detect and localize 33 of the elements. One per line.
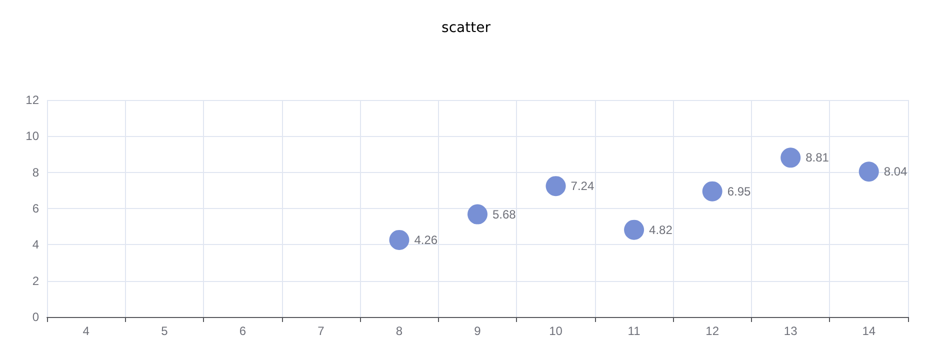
- y-tick-label: 8: [32, 165, 40, 180]
- data-label: 5.68: [492, 207, 516, 222]
- x-tick-label: 7: [318, 324, 325, 338]
- point: [546, 176, 566, 196]
- x-tick-label: 12: [706, 324, 720, 338]
- x-tick-label: 6: [239, 324, 246, 338]
- x-tick-label: 13: [784, 324, 798, 338]
- point: [389, 230, 410, 250]
- x-tick-label: 5: [161, 324, 168, 338]
- data-label: 7.24: [570, 179, 594, 194]
- chart-title: scatter: [442, 20, 491, 36]
- data-label: 8.81: [806, 150, 830, 165]
- x-tick-label: 11: [628, 324, 641, 338]
- data-label: 4.82: [649, 222, 673, 237]
- data-label: 8.04: [884, 164, 908, 179]
- y-tick-label: 0: [32, 310, 40, 324]
- x-tick-label: 14: [862, 324, 876, 338]
- x-tick-label: 10: [549, 324, 563, 338]
- y-tick-label: 4: [32, 238, 40, 252]
- y-tick-label: 12: [26, 93, 40, 107]
- point: [858, 162, 879, 182]
- y-tick-label: 2: [32, 274, 40, 288]
- x-tick-label: 9: [474, 324, 482, 338]
- data-label: 4.26: [414, 232, 438, 247]
- x-tick-label: 8: [396, 324, 403, 338]
- y-tick-label: 6: [32, 202, 40, 216]
- point: [702, 181, 722, 202]
- point: [468, 204, 488, 224]
- x-tick-label: 4: [82, 324, 90, 338]
- y-tick-label: 10: [26, 129, 40, 144]
- point: [624, 220, 644, 240]
- point: [780, 148, 801, 168]
- data-label: 6.95: [727, 184, 751, 198]
